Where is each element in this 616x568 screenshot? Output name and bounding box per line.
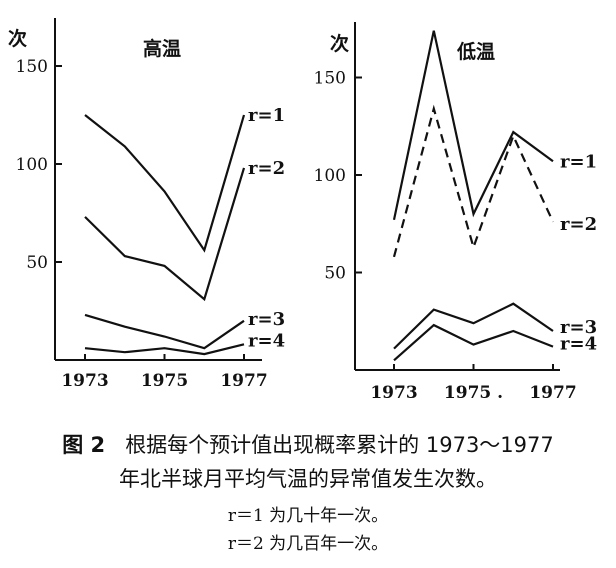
x-tick-label: 1973 (61, 371, 108, 391)
x-tick-label: 1973 (370, 383, 417, 403)
figure-caption: 图 2 根据每个预计值出现概率累计的 1973～1977 年北半球月平均气温的异常… (0, 428, 616, 558)
series-line-1 (392, 30, 554, 221)
series-line-3 (84, 313, 245, 350)
series-line-1 (84, 114, 246, 253)
caption-line-2: 年北半球月平均气温的异常值发生次数。 (119, 467, 497, 491)
y-axis-label: 次 (8, 27, 27, 50)
series-line-2 (84, 167, 246, 302)
high-temp-chart: 50 100 150 1973 1975 1977 高温 次 r=1 r=2 r=3r=4 (8, 18, 285, 391)
y-tick-label: 150 (314, 69, 346, 89)
series-line-4 (84, 343, 245, 356)
series-line-3 (393, 302, 554, 350)
x-tick-label: 1977 (529, 383, 576, 403)
x-tick-label: 1975 . (444, 383, 503, 403)
series-label: r=2 (560, 214, 597, 235)
y-tick-label: 150 (16, 57, 48, 77)
x-tick-label: 1977 (220, 371, 267, 391)
caption-note-2: r＝2 为几百年一次。 (227, 534, 389, 554)
y-tick-label: 100 (314, 166, 346, 186)
caption-label: 图 2 (62, 433, 106, 457)
series-line-4 (393, 323, 554, 362)
y-axis-label: 次 (330, 32, 349, 55)
series-label: r=1 (560, 151, 597, 172)
series-label: r=3 (248, 309, 285, 330)
y-tick-label: 50 (324, 264, 346, 284)
series-line-2 (392, 104, 554, 258)
chart-title: 高温 (143, 37, 181, 60)
caption-line-1: 图 2 根据每个预计值出现概率累计的 1973～1977 (0, 428, 616, 462)
series-label: r=4 (248, 330, 285, 351)
low-temp-chart: 50 100 150 1973 1975 . 1977 低温 次 r=1 r=2 r=3r=4 (314, 22, 597, 403)
caption-text-1: 根据每个预计值出现概率累计的 1973～1977 (125, 433, 554, 457)
x-tick-label: 1975 (141, 371, 188, 391)
caption-note-1: r＝1 为几十年一次。 (227, 506, 389, 526)
series-label: r=4 (560, 334, 597, 355)
series-label: r=2 (248, 158, 285, 179)
series-label: r=3 (560, 317, 597, 338)
chart-title: 低温 (456, 40, 495, 63)
series-label: r=1 (248, 105, 285, 126)
y-tick-label: 100 (16, 155, 48, 175)
y-tick-label: 50 (26, 253, 48, 273)
